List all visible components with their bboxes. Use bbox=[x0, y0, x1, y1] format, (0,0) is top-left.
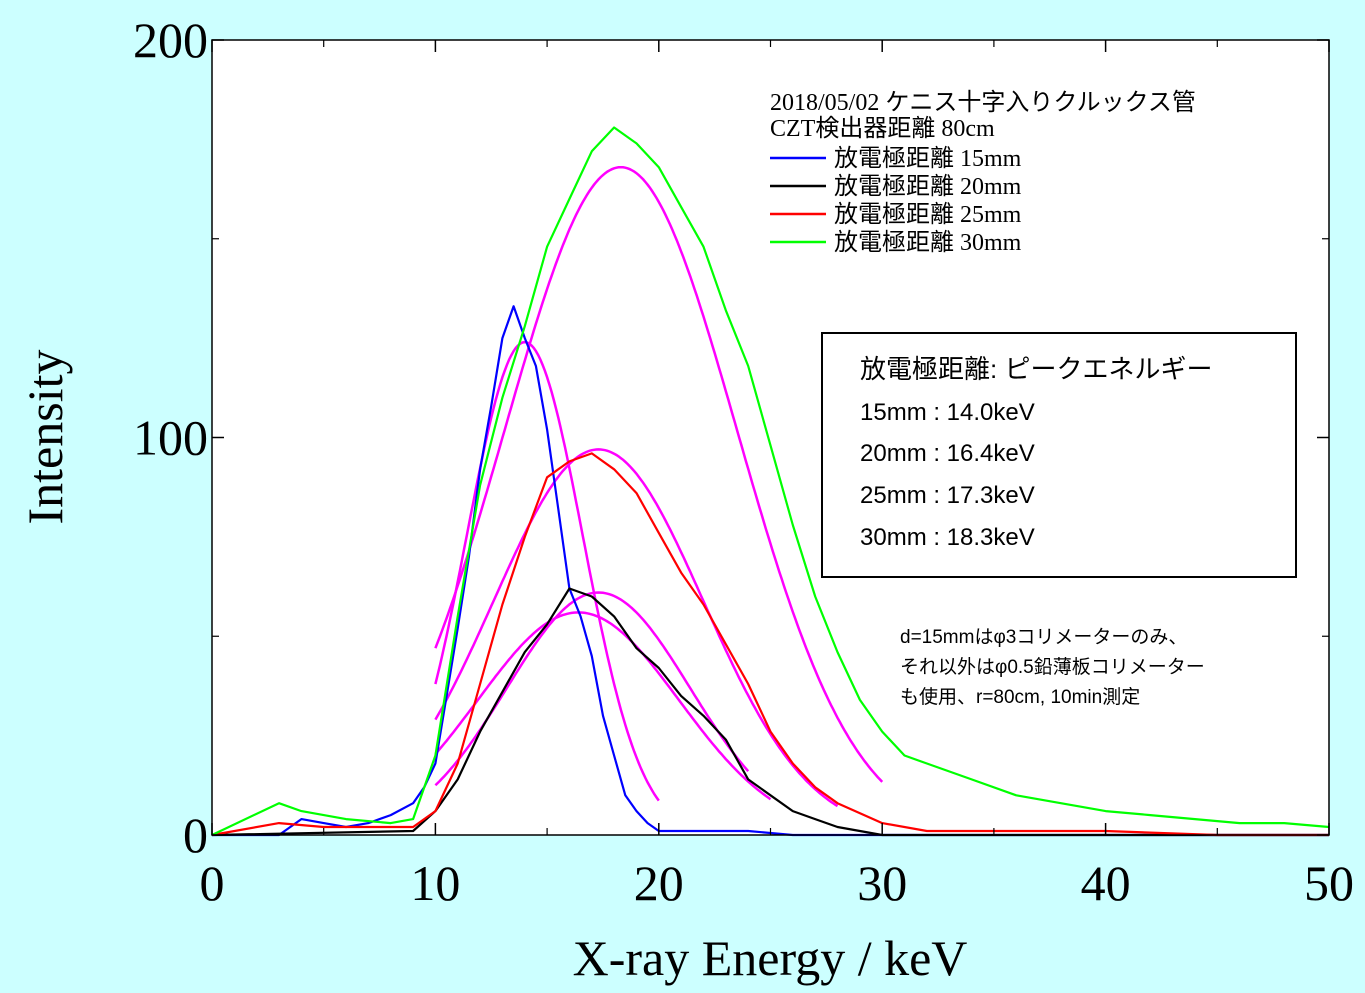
fit-curve-5 bbox=[434, 165, 884, 783]
fit-curve-4 bbox=[434, 448, 839, 808]
peak-box-row-30mm: 30mm : 18.3keV bbox=[860, 524, 1035, 551]
x-axis-label: X-ray Energy / keV bbox=[573, 930, 968, 986]
note-line-1: d=15mmはφ3コリメーターのみ、 bbox=[900, 626, 1187, 648]
fit-curve-1 bbox=[434, 340, 660, 802]
y-axis-ticks: 0 100 200 bbox=[133, 12, 1329, 863]
legend-label-4: 放電極距離 30mm bbox=[834, 229, 1022, 256]
legend-label-2: 放電極距離 20mm bbox=[834, 173, 1022, 200]
x-tick-label-0: 0 bbox=[200, 855, 225, 911]
x-tick-label-30: 30 bbox=[857, 855, 907, 911]
legend-header-date: 2018/05/02 ケニス十字入りクルックス管 bbox=[770, 89, 1196, 116]
peak-box-row-15mm: 15mm : 14.0keV bbox=[860, 399, 1035, 426]
peak-box-title: 放電極距離: ピークエネルギー bbox=[860, 354, 1212, 384]
x-tick-label-20: 20 bbox=[634, 855, 684, 911]
measurement-note: d=15mmはφ3コリメーターのみ、 それ以外はφ0.5鉛薄板コリメーター も使… bbox=[900, 626, 1205, 708]
note-line-3: も使用、r=80cm, 10min測定 bbox=[900, 686, 1140, 708]
x-tick-label-40: 40 bbox=[1081, 855, 1131, 911]
peak-box-row-25mm: 25mm : 17.3keV bbox=[860, 482, 1035, 509]
y-tick-label-200: 200 bbox=[133, 12, 208, 68]
series-line-30mm bbox=[211, 126, 1330, 836]
y-axis-label: Intensity bbox=[17, 350, 73, 525]
legend-label-1: 放電極距離 15mm bbox=[834, 145, 1022, 172]
series-line-20mm bbox=[211, 587, 1329, 837]
legend-header-detector: CZT検出器距離 80cm bbox=[770, 115, 995, 142]
fit-curve-2 bbox=[434, 611, 772, 801]
note-line-2: それ以外はφ0.5鉛薄板コリメーター bbox=[900, 656, 1205, 678]
peak-energy-box: 放電極距離: ピークエネルギー 15mm : 14.0keV 20mm : 16… bbox=[821, 332, 1297, 578]
data-series bbox=[211, 126, 1330, 837]
series-line-15mm bbox=[212, 305, 1329, 837]
x-axis-ticks: 0 10 20 30 40 50 bbox=[200, 40, 1354, 911]
series-line-25mm bbox=[211, 452, 1329, 837]
x-tick-label-10: 10 bbox=[410, 855, 460, 911]
peak-box-row-20mm: 20mm : 16.4keV bbox=[860, 440, 1035, 467]
x-tick-label-50: 50 bbox=[1304, 855, 1354, 911]
fit-curves bbox=[434, 165, 884, 808]
peak-box-frame bbox=[821, 332, 1297, 578]
legend-label-3: 放電極距離 25mm bbox=[834, 201, 1022, 228]
y-tick-label-0: 0 bbox=[183, 807, 208, 863]
y-tick-label-100: 100 bbox=[133, 410, 208, 466]
legend: 2018/05/02 ケニス十字入りクルックス管 CZT検出器距離 80cm 放… bbox=[770, 89, 1196, 256]
